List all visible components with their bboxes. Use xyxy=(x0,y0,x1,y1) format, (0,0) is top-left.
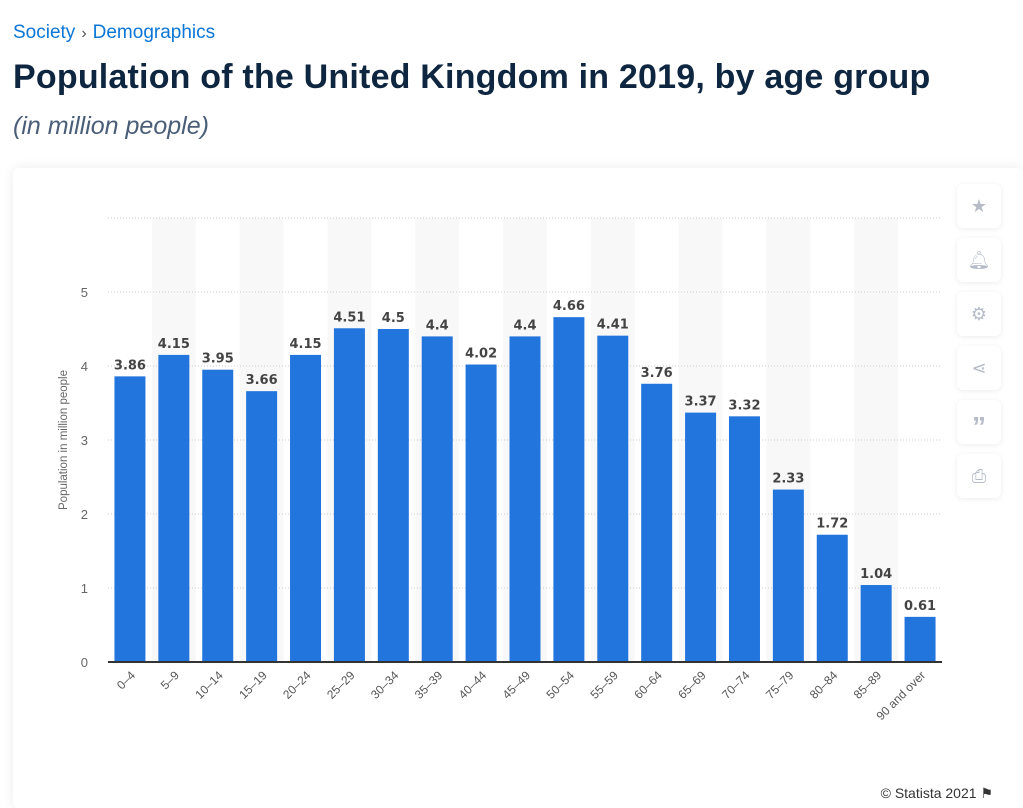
breadcrumb-demographics[interactable]: Demographics xyxy=(92,22,216,43)
bar[interactable] xyxy=(772,489,804,662)
share-icon: ⋖ xyxy=(971,357,987,378)
y-tick-label: 5 xyxy=(81,285,88,300)
y-tick-label: 2 xyxy=(81,507,88,522)
x-tick-label: 35–39 xyxy=(412,668,446,702)
print-icon: ⎙ xyxy=(971,465,987,486)
x-tick-label: 70–74 xyxy=(719,668,753,702)
data-label: 3.32 xyxy=(728,398,760,413)
x-tick-label: 10–14 xyxy=(192,668,226,702)
x-tick-label: 55–59 xyxy=(587,668,621,702)
data-label: 4.41 xyxy=(597,318,629,333)
chart-toolbar: ★ 🔔︎ ⚙ ⋖ ” ⎙ xyxy=(957,184,1001,508)
bar[interactable] xyxy=(290,354,322,662)
bar[interactable] xyxy=(421,336,453,662)
flag-icon: ⚑ xyxy=(980,785,993,801)
data-label: 4.15 xyxy=(158,337,190,352)
cite-button[interactable]: ” xyxy=(957,400,1001,444)
bar[interactable] xyxy=(202,369,234,662)
x-tick-label: 0–4 xyxy=(114,668,138,692)
share-button[interactable]: ⋖ xyxy=(957,346,1001,390)
notification-button[interactable]: 🔔︎ xyxy=(957,238,1001,282)
settings-button[interactable]: ⚙ xyxy=(957,292,1001,336)
x-tick-label: 15–19 xyxy=(236,668,270,702)
star-icon: ★ xyxy=(970,195,988,216)
y-tick-label: 1 xyxy=(81,581,88,596)
favorite-button[interactable]: ★ xyxy=(957,184,1001,228)
bar[interactable] xyxy=(597,335,629,662)
x-tick-label: 50–54 xyxy=(544,668,578,702)
x-tick-label: 20–24 xyxy=(280,668,314,702)
x-tick-label: 80–84 xyxy=(807,668,841,702)
statista-credit[interactable]: © Statista 2021 ⚑ xyxy=(880,785,993,801)
x-tick-label: 5–9 xyxy=(158,668,182,692)
x-tick-label: 40–44 xyxy=(456,668,490,702)
bar[interactable] xyxy=(377,329,409,662)
bar[interactable] xyxy=(860,585,892,662)
y-tick-label: 3 xyxy=(81,433,88,448)
breadcrumb-separator: › xyxy=(81,25,87,42)
bell-icon: 🔔︎ xyxy=(967,249,991,270)
data-label: 4.15 xyxy=(289,337,321,352)
data-label: 0.61 xyxy=(904,599,936,614)
y-tick-label: 0 xyxy=(81,655,88,670)
bar[interactable] xyxy=(333,328,365,662)
x-tick-label: 85–89 xyxy=(851,668,885,702)
page-title: Population of the United Kingdom in 2019… xyxy=(13,58,931,96)
data-label: 1.72 xyxy=(816,517,848,532)
data-label: 3.76 xyxy=(641,366,673,381)
bar[interactable] xyxy=(641,383,673,662)
x-tick-label: 75–79 xyxy=(763,668,797,702)
x-tick-label: 25–29 xyxy=(324,668,358,702)
data-label: 4.51 xyxy=(333,310,365,325)
x-tick-label: 45–49 xyxy=(500,668,534,702)
y-axis-label: Population in million people xyxy=(58,370,70,510)
bar[interactable] xyxy=(685,412,717,662)
breadcrumb: Society › Demographics xyxy=(13,22,215,44)
print-button[interactable]: ⎙ xyxy=(957,454,1001,498)
bar[interactable] xyxy=(509,336,541,662)
data-label: 3.66 xyxy=(246,373,278,388)
x-tick-label: 60–64 xyxy=(631,668,665,702)
data-label: 1.04 xyxy=(860,567,892,582)
data-label: 3.37 xyxy=(685,395,717,410)
data-label: 3.86 xyxy=(114,358,146,373)
data-label: 2.33 xyxy=(772,472,804,487)
data-label: 4.66 xyxy=(553,299,585,314)
x-tick-label: 30–34 xyxy=(368,668,402,702)
quote-icon: ” xyxy=(972,411,986,442)
data-label: 4.4 xyxy=(513,318,536,333)
gear-icon: ⚙ xyxy=(970,303,988,324)
bar[interactable] xyxy=(816,534,848,662)
x-tick-label: 65–69 xyxy=(675,668,709,702)
bar[interactable] xyxy=(158,354,190,662)
data-label: 4.02 xyxy=(465,347,497,362)
data-label: 4.4 xyxy=(426,318,449,333)
bar[interactable] xyxy=(904,616,936,662)
bar[interactable] xyxy=(553,317,585,662)
breadcrumb-society[interactable]: Society xyxy=(13,22,76,43)
bar[interactable] xyxy=(465,364,497,662)
y-tick-label: 4 xyxy=(81,359,88,374)
bar[interactable] xyxy=(114,376,146,662)
data-label: 4.5 xyxy=(382,311,405,326)
bar[interactable] xyxy=(246,391,278,662)
page-subtitle: (in million people) xyxy=(13,112,209,140)
bar[interactable] xyxy=(728,416,760,662)
data-label: 3.95 xyxy=(202,352,234,367)
